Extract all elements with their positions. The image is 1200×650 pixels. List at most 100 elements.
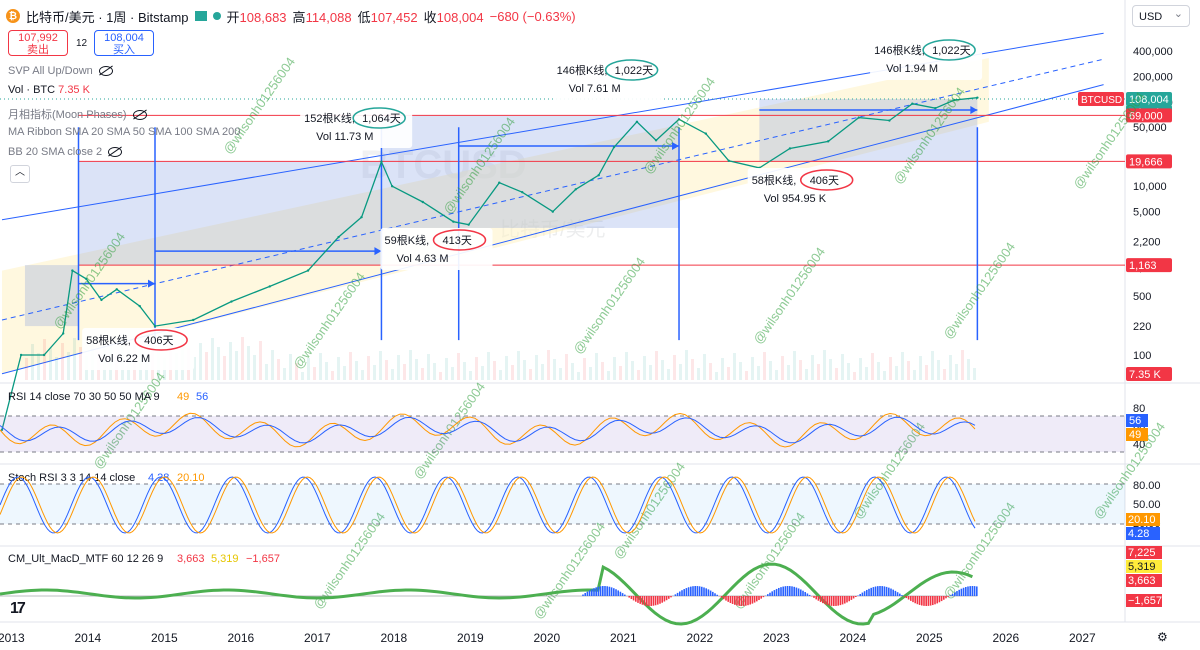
annotation-count: 58根K线, [86, 333, 131, 347]
macd-histogram-bar [617, 590, 619, 596]
macd-histogram-bar [903, 596, 905, 597]
price-change: −680 (−0.63%) [489, 8, 576, 24]
volume-bar [361, 370, 364, 380]
volume-bar [901, 352, 904, 380]
macd-histogram-bar [749, 596, 751, 605]
volume-bar [955, 364, 958, 380]
macd-histogram-bar [951, 593, 954, 596]
volume-bar [277, 359, 280, 380]
macd-tag-label: 7,225 [1128, 547, 1156, 559]
volume-bar [493, 361, 496, 380]
macd-histogram-bar [797, 588, 800, 596]
volume-bar [751, 357, 754, 380]
flag-icon[interactable] [194, 11, 207, 21]
price-point [0, 428, 4, 431]
indicator-bb-label: BB 20 SMA close 2 [8, 146, 103, 158]
volume-bar [391, 369, 394, 380]
macd-histogram-bar [817, 596, 820, 601]
handle-overlay: @wilsonh01256004 [750, 244, 828, 346]
price-point [230, 300, 233, 303]
indicator-svp[interactable]: SVP All Up/Down [8, 65, 113, 77]
macd-histogram-bar [630, 596, 633, 600]
handle-overlay: @wilsonh01256004 [220, 54, 298, 156]
indicator-ma-ribbon[interactable]: MA Ribbon SMA 20 SMA 50 SMA 100 SMA 200 [8, 126, 240, 138]
volume-bar [703, 354, 706, 380]
volume-bar [535, 355, 538, 380]
price-tick-label: 2,200 [1133, 237, 1161, 249]
annotation-ring [134, 329, 188, 351]
eye-off-icon[interactable] [132, 110, 147, 121]
volume-bar [367, 356, 370, 380]
volume-bar [337, 357, 340, 380]
rsi-tick: 80 [1133, 403, 1145, 415]
price-tag-label: 108,004 [1129, 94, 1169, 106]
stoch-tick: 50.00 [1133, 499, 1161, 511]
bitcoin-icon: ₿ [6, 9, 20, 23]
volume-bar [841, 354, 844, 380]
volume-bar [403, 364, 406, 380]
indicator-volume[interactable]: Vol · BTC 7.35 K [8, 84, 90, 96]
macd-histogram-bar [646, 596, 648, 606]
arrow-head [374, 247, 382, 256]
volume-bar [439, 372, 442, 380]
sell-button[interactable]: 107,992 卖出 [8, 30, 68, 56]
macd-histogram-bar [881, 586, 883, 596]
annotation-days: 1,022天 [615, 65, 654, 77]
eye-off-icon[interactable] [98, 66, 113, 77]
macd-histogram-bar [868, 588, 870, 596]
macd-histogram-bar [835, 596, 837, 606]
volume-bar [775, 370, 778, 380]
macd-histogram-bar [850, 596, 853, 600]
stoch-label: Stoch RSI 3 3 14 14 close [8, 472, 135, 484]
volume-bar [667, 369, 670, 380]
eye-off-icon[interactable] [108, 147, 123, 158]
macd-histogram-bar [586, 591, 589, 596]
chart-header: ₿ 比特币/美元 · 1周 · Bitstamp 开108,683 高114,0… [6, 6, 576, 26]
macd-histogram-bar [894, 590, 897, 596]
volume-bar [799, 360, 802, 380]
symbol-title[interactable]: 比特币/美元 · 1周 · Bitstamp [26, 9, 189, 25]
time-tick-label: 2027 [1069, 631, 1096, 645]
macd-histogram-bar [654, 596, 657, 606]
volume-bar [715, 372, 718, 380]
volume-bar [763, 352, 766, 380]
annotation-count: 152根K线, [304, 111, 355, 125]
macd-histogram-bar [973, 586, 976, 596]
indicator-moon-phases[interactable]: 月相指标(Moon Phases) [8, 106, 147, 122]
volume-bar [787, 365, 790, 380]
volume-bar [583, 358, 586, 380]
volume-bar [961, 350, 964, 380]
macd-histogram-bar [641, 596, 644, 605]
currency-select[interactable]: USD [1132, 3, 1190, 27]
macd-histogram-bar [824, 596, 826, 605]
macd-histogram-bar [912, 596, 914, 603]
volume-bar [853, 372, 856, 380]
annotation-volume: Vol 11.73 M [316, 131, 373, 143]
macd-histogram-bar [661, 596, 663, 603]
gear-icon[interactable]: ⚙ [1157, 630, 1168, 644]
price-point [71, 269, 74, 272]
indicator-volume-label: Vol · BTC [8, 84, 56, 96]
volume-bar [871, 353, 874, 380]
volume-bar [325, 362, 328, 380]
chevron-up-icon[interactable]: ︿ [10, 165, 30, 183]
buy-button[interactable]: 108,004 买入 [94, 30, 154, 56]
price-point [360, 215, 363, 219]
macd-histogram-bar [593, 588, 595, 596]
macd-histogram-bar [976, 586, 978, 596]
price-tag [1126, 154, 1172, 169]
macd-histogram-bar [747, 596, 749, 606]
time-tick-label: 2022 [687, 631, 714, 645]
macd-histogram-bar [971, 586, 974, 596]
macd-histogram-bar [938, 596, 941, 603]
volume-bar [49, 348, 52, 380]
price-point [727, 159, 730, 163]
volume-bar [835, 368, 838, 380]
macd-histogram-bar [784, 586, 787, 596]
indicator-svp-label: SVP All Up/Down [8, 65, 93, 77]
macd-histogram-bar [690, 586, 692, 596]
tradingview-logo-icon[interactable]: 17 [10, 600, 26, 617]
indicator-bb[interactable]: BB 20 SMA close 2 [8, 146, 123, 158]
macd-histogram-bar [657, 596, 659, 605]
